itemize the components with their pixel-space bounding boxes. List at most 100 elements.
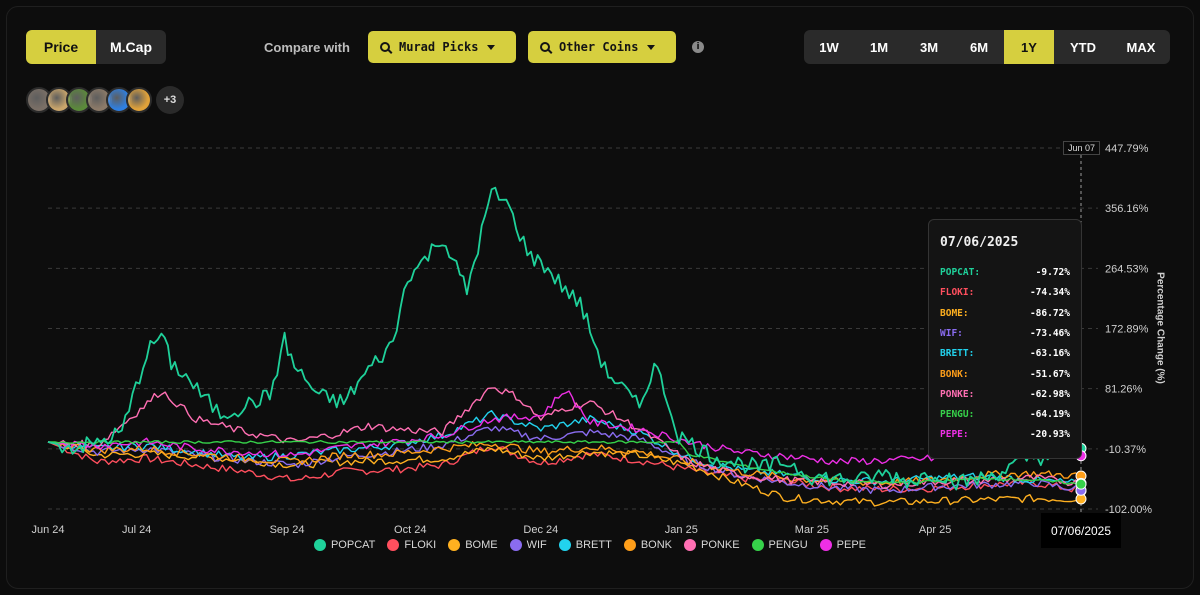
tooltip-row: FLOKI: -74.34%: [940, 287, 1070, 298]
legend-label: BRETT: [575, 539, 612, 551]
tooltip-row: PENGU: -64.19%: [940, 409, 1070, 420]
tooltip-coin-value: -63.16%: [1029, 348, 1070, 360]
legend-dot: [684, 539, 697, 551]
tooltip-row: WIF: -73.46%: [940, 328, 1070, 339]
tooltip-row: PEPE: -20.93%: [940, 429, 1070, 440]
series-line-popcat: [47, 186, 1084, 491]
tooltip-coin-value: -20.93%: [1029, 429, 1070, 441]
y-tick-label: 172.89%: [1105, 324, 1149, 336]
legend-item-bonk[interactable]: BONK: [623, 539, 673, 551]
info-icon[interactable]: i: [692, 41, 704, 53]
tab-price[interactable]: Price: [26, 30, 96, 64]
tooltip-coin-name: BRETT:: [940, 348, 975, 360]
tooltip-row: BOME: -86.72%: [940, 308, 1070, 319]
legend-item-wif[interactable]: WIF: [509, 539, 547, 551]
legend-item-pepe[interactable]: PEPE: [819, 539, 867, 551]
legend-label: PENGU: [768, 539, 808, 551]
range-6m-button[interactable]: 6M: [969, 39, 989, 55]
other-coins-dropdown[interactable]: Other Coins: [528, 31, 676, 63]
legend-item-pengu[interactable]: PENGU: [751, 539, 808, 551]
legend-label: BONK: [640, 539, 673, 551]
coin-avatar-group[interactable]: +3: [26, 86, 184, 114]
legend-item-brett[interactable]: BRETT: [558, 539, 612, 551]
legend-label: PEPE: [836, 539, 867, 551]
range-3m-button[interactable]: 3M: [919, 39, 939, 55]
tooltip-coin-name: PONKE:: [940, 388, 975, 400]
murad-picks-label: Murad Picks: [399, 40, 479, 54]
search-icon: [380, 42, 390, 52]
y-tick-label: 447.79%: [1105, 143, 1149, 155]
crosshair-top-label: Jun 07: [1063, 141, 1101, 155]
tooltip-coin-name: PENGU:: [940, 409, 975, 421]
legend-dot: [751, 539, 764, 551]
tooltip-coin-value: -62.98%: [1029, 388, 1070, 400]
end-marker-pengu: [1075, 478, 1087, 490]
legend-label: FLOKI: [404, 539, 437, 551]
y-tick-label: 264.53%: [1105, 263, 1149, 275]
legend-dot: [509, 539, 522, 551]
crosshair-date-label: 07/06/2025: [1041, 513, 1121, 548]
metric-toggle: Price M.Cap: [26, 30, 166, 64]
y-tick-label: -10.37%: [1105, 444, 1146, 456]
tooltip-coin-name: POPCAT:: [940, 267, 981, 278]
y-tick-label: 81.26%: [1105, 384, 1143, 396]
tooltip-coin-value: -51.67%: [1029, 368, 1070, 380]
legend-item-ponke[interactable]: PONKE: [684, 539, 740, 551]
x-tick-label: Jan 25: [665, 524, 698, 536]
legend-label: POPCAT: [330, 539, 376, 551]
range-1m-button[interactable]: 1M: [869, 39, 889, 55]
tooltip-row: PONKE: -62.98%: [940, 389, 1070, 400]
tooltip-row: BRETT: -63.16%: [940, 348, 1070, 359]
legend-item-floki[interactable]: FLOKI: [387, 539, 436, 551]
tooltip-coin-name: BOME:: [940, 307, 969, 319]
tooltip-coin-value: -86.72%: [1029, 307, 1070, 319]
tab-m-cap[interactable]: M.Cap: [110, 39, 152, 55]
tooltip-coin-name: PEPE:: [940, 429, 969, 441]
series-line-pepe: [47, 390, 1084, 466]
tooltip: 07/06/2025 POPCAT: -9.72% FLOKI: -74.34% BOM…: [928, 219, 1082, 459]
murad-picks-dropdown[interactable]: Murad Picks: [368, 31, 516, 63]
x-tick-label: Jun 24: [31, 524, 64, 536]
x-tick-label: Oct 24: [394, 524, 426, 536]
series-line-bome: [47, 441, 1083, 507]
legend-label: WIF: [526, 539, 547, 551]
time-range-toggle: 1W 1M 3M 6M 1Y YTD MAX: [804, 30, 1170, 64]
legend-item-bome[interactable]: BOME: [448, 539, 498, 551]
tooltip-coin-name: FLOKI:: [940, 287, 975, 299]
legend-dot: [623, 539, 636, 551]
legend: POPCAT FLOKI BOME WIF BRETT BONK PONKE PENGU PEP…: [0, 539, 1200, 551]
compare-label: Compare with: [264, 40, 350, 55]
tooltip-coin-value: -9.72%: [1035, 267, 1070, 278]
legend-dot: [448, 539, 461, 551]
x-tick-label: Mar 25: [795, 524, 829, 536]
legend-dot: [819, 539, 832, 551]
legend-dot: [387, 539, 400, 551]
legend-dot: [558, 539, 571, 551]
tooltip-coin-value: -73.46%: [1029, 327, 1070, 339]
range-1w-button[interactable]: 1W: [819, 39, 839, 55]
x-tick-label: Apr 25: [919, 524, 951, 536]
tooltip-coin-value: -64.19%: [1029, 409, 1070, 421]
legend-label: BOME: [465, 539, 498, 551]
avatar: [126, 87, 152, 113]
y-tick-label: 356.16%: [1105, 203, 1149, 215]
search-icon: [540, 42, 550, 52]
tooltip-date: 07/06/2025: [940, 235, 1019, 250]
tooltip-coin-name: BONK:: [940, 368, 969, 380]
tooltip-row: BONK: -51.67%: [940, 369, 1070, 380]
tooltip-coin-name: WIF:: [940, 327, 963, 339]
x-tick-label: Dec 24: [523, 524, 558, 536]
more-coins-badge[interactable]: +3: [156, 86, 184, 114]
chevron-down-icon: [647, 44, 656, 50]
x-tick-label: Sep 24: [270, 524, 305, 536]
range-1y-button[interactable]: 1Y: [1004, 30, 1054, 64]
range-ytd-button[interactable]: YTD: [1070, 39, 1096, 55]
tooltip-row: POPCAT: -9.72%: [940, 267, 1070, 278]
legend-label: PONKE: [701, 539, 740, 551]
legend-item-popcat[interactable]: POPCAT: [313, 539, 376, 551]
chevron-down-icon: [487, 44, 496, 50]
x-tick-label: Jul 24: [122, 524, 151, 536]
range-max-button[interactable]: MAX: [1126, 39, 1156, 55]
y-axis-label: Percentage Change (%): [1154, 272, 1166, 384]
